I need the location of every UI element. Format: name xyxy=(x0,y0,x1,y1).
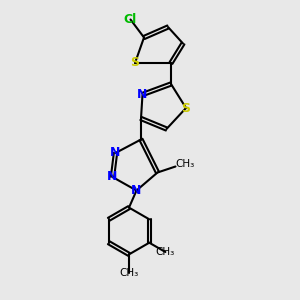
Text: S: S xyxy=(130,56,140,70)
Text: Cl: Cl xyxy=(124,13,137,26)
Text: CH₃: CH₃ xyxy=(119,268,139,278)
Text: N: N xyxy=(110,146,121,160)
Text: N: N xyxy=(107,170,118,184)
Text: CH₃: CH₃ xyxy=(156,247,175,257)
Text: N: N xyxy=(131,184,142,197)
Text: N: N xyxy=(137,88,148,101)
Text: S: S xyxy=(182,101,190,115)
Text: CH₃: CH₃ xyxy=(176,159,195,170)
